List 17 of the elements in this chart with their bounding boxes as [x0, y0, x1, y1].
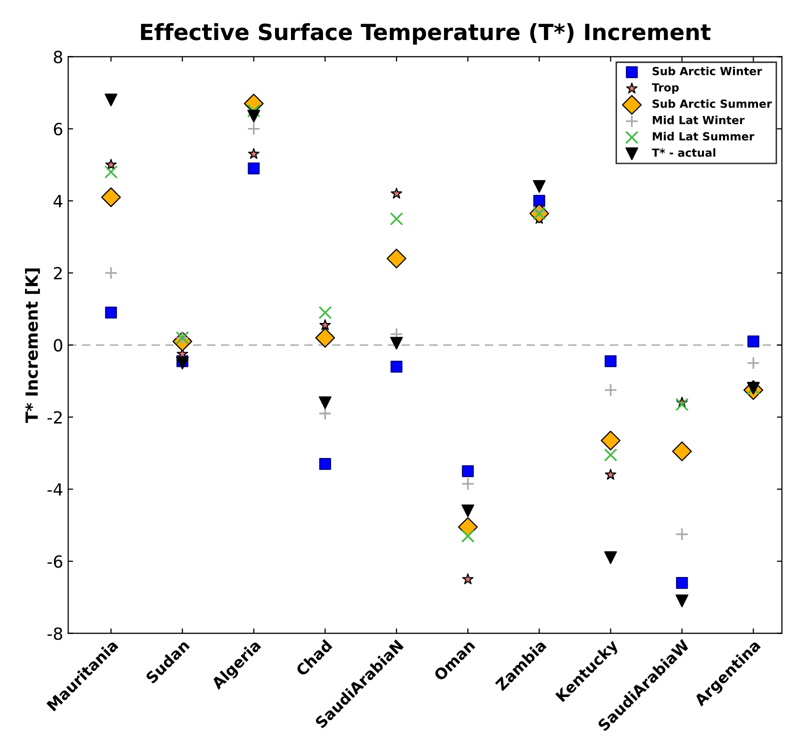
- y-tick-label: -2: [48, 411, 62, 424]
- y-axis-title: T* Increment [K]: [25, 268, 40, 423]
- legend-label: Trop: [652, 83, 679, 94]
- y-tick-label: 0: [54, 338, 62, 352]
- y-tick-label: -6: [48, 555, 62, 568]
- y-tick-label: 8: [54, 50, 62, 64]
- y-tick-label: 4: [54, 195, 62, 208]
- chart-title: Effective Surface Temperature (T*) Increment: [141, 23, 711, 45]
- legend-label: Sub Arctic Winter: [652, 66, 762, 76]
- y-tick-label: 6: [54, 122, 62, 136]
- legend-label: Mid Lat Summer: [652, 132, 754, 141]
- legend-label: Mid Lat Winter: [652, 116, 745, 124]
- y-tick-label: 2: [54, 266, 62, 280]
- legend-label: T* - actual: [652, 148, 716, 157]
- legend-label: Sub Arctic Summer: [652, 99, 772, 108]
- y-tick-label: -8: [48, 627, 62, 640]
- y-tick-label: -4: [48, 483, 62, 496]
